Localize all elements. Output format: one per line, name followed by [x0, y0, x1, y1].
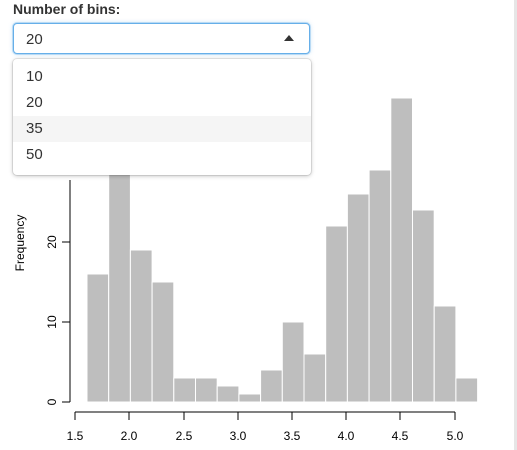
bins-option-20[interactable]: 20	[26, 94, 43, 111]
y-tick-label: 20	[45, 235, 59, 249]
histogram-bar	[216, 385, 240, 403]
histogram-bar	[173, 377, 197, 403]
histogram-bar	[455, 377, 479, 403]
bins-label: Number of bins:	[13, 1, 121, 17]
bins-select-value: 20	[26, 31, 43, 48]
histogram-bar	[433, 305, 457, 403]
histogram-bar	[303, 353, 327, 403]
histogram-bar	[281, 321, 305, 403]
histogram-bar	[129, 249, 153, 403]
caret-up-icon[interactable]	[284, 35, 294, 41]
y-tick-label: 0	[45, 398, 59, 405]
panel-edge	[514, 0, 517, 450]
histogram-bar	[195, 377, 218, 403]
histogram-bar	[368, 169, 392, 403]
x-tick-label: 4.0	[338, 429, 355, 443]
histogram-bar	[86, 273, 110, 403]
bins-option-50[interactable]: 50	[26, 146, 43, 163]
x-tick-label: 3.5	[284, 429, 301, 443]
x-tick-label: 4.5	[392, 429, 409, 443]
x-tick-label: 1.5	[67, 429, 84, 443]
histogram-bar	[325, 225, 348, 403]
x-tick-label: 5.0	[447, 429, 464, 443]
y-axis-label: Frequency	[13, 215, 27, 272]
y-tick-label: 10	[45, 315, 59, 329]
histogram-bar	[390, 97, 413, 403]
x-tick-label: 2.5	[176, 429, 193, 443]
histogram-bar	[260, 369, 283, 403]
histogram-bar	[412, 209, 435, 403]
x-tick-label: 2.0	[121, 429, 138, 443]
histogram-bar	[151, 281, 175, 403]
histogram-bar	[346, 193, 370, 403]
bins-option-35[interactable]: 35	[13, 116, 311, 142]
x-tick-label: 3.0	[230, 429, 247, 443]
histogram-bar	[238, 393, 262, 403]
bins-option-10[interactable]: 10	[26, 68, 43, 85]
bins-dropdown-menu: 10 20 35 50	[13, 59, 311, 175]
bins-select[interactable]: 20	[13, 23, 310, 54]
